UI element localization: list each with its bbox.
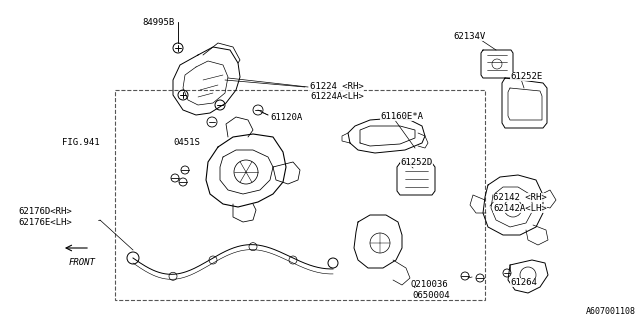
- Bar: [115, 90, 485, 300]
- Text: 61160E*A: 61160E*A: [380, 112, 423, 121]
- Text: 0650004: 0650004: [412, 291, 450, 300]
- Text: 62176E<LH>: 62176E<LH>: [18, 218, 72, 227]
- Text: 62142A<LH>: 62142A<LH>: [493, 204, 547, 213]
- Text: 62142 <RH>: 62142 <RH>: [493, 193, 547, 202]
- Text: 61120A: 61120A: [270, 113, 302, 122]
- Text: FIG.941: FIG.941: [62, 138, 100, 147]
- Text: 61224 <RH>: 61224 <RH>: [310, 82, 364, 91]
- Text: A607001108: A607001108: [586, 307, 636, 316]
- Text: 61252D: 61252D: [400, 158, 432, 167]
- Text: 0451S: 0451S: [173, 138, 200, 147]
- Text: 62134V: 62134V: [453, 32, 485, 41]
- Text: Q210036: Q210036: [410, 280, 447, 289]
- Text: 62176D<RH>: 62176D<RH>: [18, 207, 72, 216]
- Text: 61252E: 61252E: [510, 72, 542, 81]
- Text: 61264: 61264: [510, 278, 537, 287]
- Text: FRONT: FRONT: [68, 258, 95, 267]
- Text: 84995B: 84995B: [142, 18, 174, 27]
- Text: 61224A<LH>: 61224A<LH>: [310, 92, 364, 101]
